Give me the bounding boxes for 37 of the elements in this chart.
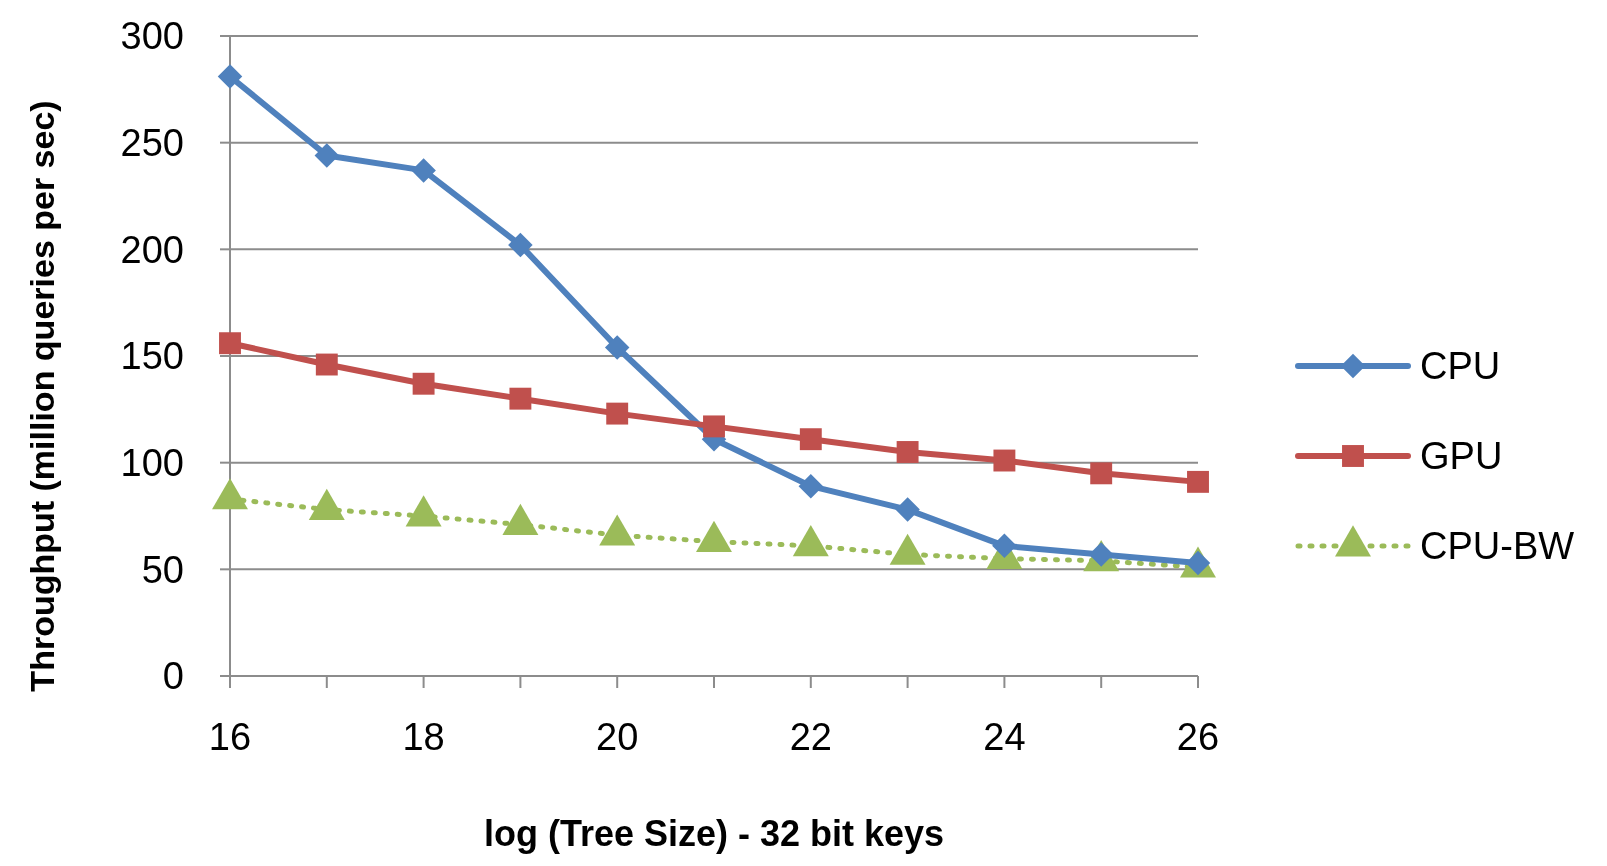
point: [219, 332, 241, 355]
y-axis-title: Throughput (million queries per sec): [23, 100, 61, 692]
y-tick-label: 200: [120, 228, 184, 271]
y-tick-label: 250: [120, 121, 184, 164]
point: [412, 372, 435, 395]
x-tick-label: 18: [402, 716, 445, 758]
x-tick-label: 20: [596, 716, 639, 758]
point: [993, 449, 1016, 472]
point: [315, 353, 338, 376]
x-tick-label: 16: [208, 716, 252, 758]
x-tick-label: 22: [789, 716, 832, 758]
x-tick-label: 24: [983, 716, 1026, 758]
point: [606, 402, 629, 425]
point: [703, 415, 725, 438]
point: [798, 473, 824, 499]
point: [895, 497, 920, 522]
x-tick-label: 26: [1176, 716, 1220, 758]
point: [799, 428, 822, 451]
point: [411, 158, 436, 183]
legend-label: CPU-BW: [1420, 525, 1575, 568]
point: [1187, 470, 1209, 493]
point: [896, 441, 919, 463]
y-tick-label: 300: [120, 15, 184, 58]
y-tick-label: 150: [120, 335, 184, 378]
point: [604, 335, 630, 360]
point: [1090, 462, 1113, 485]
y-tick-label: 100: [120, 441, 184, 484]
legend-label: GPU: [1420, 435, 1503, 478]
point: [217, 64, 243, 89]
legend-label: CPU: [1420, 345, 1501, 388]
point: [508, 232, 533, 258]
y-tick-label: 0: [162, 655, 184, 698]
point: [509, 387, 532, 410]
point: [314, 143, 340, 168]
y-tick-label: 50: [141, 548, 184, 591]
point: [992, 533, 1017, 559]
x-axis-title: log (Tree Size) - 32 bit keys: [483, 813, 945, 854]
